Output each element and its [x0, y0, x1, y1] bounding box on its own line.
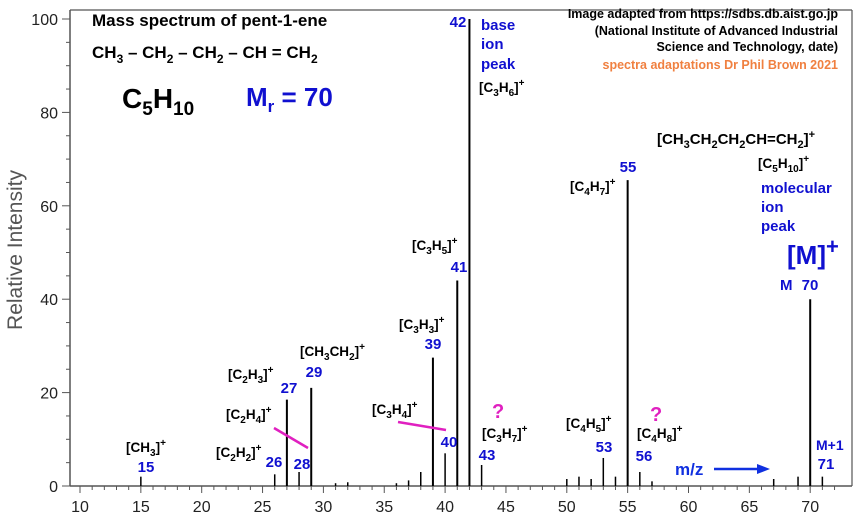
fragment-27: [C2H3]+ — [228, 365, 274, 386]
chart-title: Mass spectrum of pent-1-ene — [92, 11, 327, 30]
relative-molecular-mass: Mr = 70 — [246, 82, 333, 116]
y-axis-label: Relative Intensity — [4, 170, 27, 330]
peaks — [140, 19, 824, 486]
molecular-ion-annotation: molecular ion peak — [761, 180, 832, 235]
source-line-3: Science and Technology, date) — [656, 40, 838, 54]
fragment-15: [CH3]+ — [126, 438, 166, 459]
peak-label-43: 43 — [479, 447, 496, 464]
peak-label-70: 70 — [802, 277, 819, 294]
fragment-43: [C3H7]+ — [482, 424, 528, 445]
y-tick-label: 0 — [49, 479, 58, 496]
mz-arrow-annotation: m/z — [675, 460, 770, 479]
molecular-formula: C5H10 — [122, 83, 194, 120]
question-mark-56: ? — [650, 404, 662, 426]
molecular-ion-word-1: molecular — [761, 180, 832, 197]
y-tick-label: 20 — [40, 386, 58, 403]
x-tick-label: 30 — [315, 499, 333, 516]
fragment-55: [C4H7]+ — [570, 177, 616, 198]
peak-label-71: 71 — [818, 456, 835, 473]
x-tick-label: 10 — [71, 499, 89, 516]
peak-label-15: 15 — [138, 459, 155, 476]
peak-label-26: 26 — [266, 454, 283, 471]
mz-arrow-head — [757, 464, 770, 474]
m-plus-label: [M]+ — [787, 234, 839, 270]
structural-formula: CH3 – CH2 – CH2 – CH = CH2 — [92, 43, 318, 66]
peak-label-39: 39 — [425, 336, 442, 353]
pointer-line-40 — [397, 420, 447, 432]
fragment-53: [C4H5]+ — [566, 414, 612, 435]
y-tick-label: 40 — [40, 292, 58, 309]
x-tick-label: 60 — [680, 499, 698, 516]
peak-label-55: 55 — [620, 159, 637, 176]
base-peak-word-2: ion — [481, 36, 504, 53]
x-tick-label: 50 — [558, 499, 576, 516]
base-peak-word-3: peak — [481, 56, 516, 73]
y-tick-label: 80 — [40, 105, 58, 122]
fragment-70: [C5H10]+ — [758, 154, 809, 175]
credit-line: spectra adaptations Dr Phil Brown 2021 — [603, 58, 839, 72]
m-plus-one-label: M+1 — [816, 437, 844, 453]
source-line-2: (National Institute of Advanced Industri… — [595, 24, 838, 38]
peak-label-28: 28 — [294, 456, 311, 473]
y-tick-label: 60 — [40, 199, 58, 216]
fragment-56: [C4H8]+ — [637, 424, 683, 445]
peak-value-labels: 15 26 27 28 29 39 40 41 42 43 53 55 56 70 71 — [138, 14, 835, 476]
peak-label-42: 42 — [450, 14, 467, 31]
x-tick-label: 70 — [801, 499, 819, 516]
y-ticks: 0 20 40 60 80 100 — [31, 12, 70, 496]
x-ticks: 10 15 20 25 30 35 40 45 50 55 60 65 70 — [71, 486, 836, 516]
x-tick-label: 65 — [740, 499, 758, 516]
peak-label-53: 53 — [596, 439, 613, 456]
molecular-ion-word-3: peak — [761, 218, 796, 235]
peak-label-40: 40 — [441, 434, 458, 451]
m-label: M — [780, 277, 793, 294]
fragment-26: [C2H2]+ — [216, 443, 262, 464]
x-tick-label: 20 — [193, 499, 211, 516]
molecular-ion-word-2: ion — [761, 199, 784, 216]
x-tick-label: 15 — [132, 499, 150, 516]
source-credit: Image adapted from https://sdbs.db.aist.… — [568, 7, 839, 72]
y-tick-label: 100 — [31, 12, 58, 29]
base-peak-word-1: base — [481, 17, 515, 34]
molecular-ion-structure: [CH3CH2CH2CH=CH2]+ — [657, 129, 815, 151]
peak-label-29: 29 — [306, 364, 323, 381]
question-mark-43: ? — [492, 401, 504, 423]
base-peak-annotation: base ion peak — [481, 17, 516, 73]
x-tick-label: 45 — [497, 499, 515, 516]
fragment-42: [C3H6]+ — [479, 78, 525, 99]
fragment-labels: [CH3]+ [C2H2]+ [C2H3]+ [C2H4]+ [CH3CH2]+ [C3H… — [126, 78, 809, 464]
peak-label-27: 27 — [281, 380, 298, 397]
fragment-40: [C3H4]+ — [372, 400, 418, 421]
fragment-28: [C2H4]+ — [226, 405, 272, 426]
peak-label-41: 41 — [451, 259, 468, 276]
fragment-29: [CH3CH2]+ — [300, 342, 365, 363]
x-tick-label: 25 — [254, 499, 272, 516]
peak-label-56: 56 — [636, 448, 653, 465]
source-line-1: Image adapted from https://sdbs.db.aist.… — [568, 7, 839, 21]
pointer-line-28 — [273, 426, 309, 450]
mz-arrow-label: m/z — [675, 460, 703, 479]
fragment-41: [C3H5]+ — [412, 236, 458, 257]
x-tick-label: 35 — [375, 499, 393, 516]
x-tick-label: 55 — [619, 499, 637, 516]
x-tick-label: 40 — [436, 499, 454, 516]
fragment-39: [C3H3]+ — [399, 315, 445, 336]
